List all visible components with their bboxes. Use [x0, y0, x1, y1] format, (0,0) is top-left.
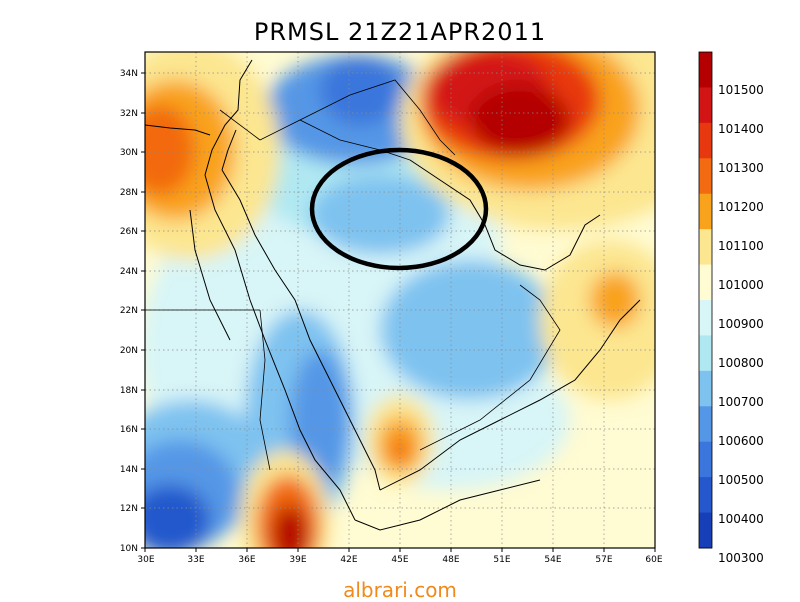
colorbar-swatch: [699, 477, 712, 514]
source-credit: albrari.com: [343, 578, 457, 602]
grid-lines: [145, 52, 655, 548]
lon-label: 39E: [289, 555, 306, 565]
lon-label: 48E: [442, 555, 459, 565]
colorbar-swatch: [699, 122, 712, 159]
coastlines: [145, 59, 641, 531]
lon-label: 57E: [595, 555, 612, 565]
lon-label: 42E: [340, 555, 357, 565]
lat-label: 12N: [120, 504, 138, 514]
lon-label: 54E: [544, 555, 561, 565]
colorbar-label: 101100: [718, 239, 764, 253]
map-title: PRMSL 21Z21APR2011: [253, 18, 547, 46]
longitude-labels: 30E 33E 36E 39E 42E 45E 48E 51E 54E 57E …: [137, 555, 662, 565]
lat-label: 30N: [120, 148, 138, 158]
latitude-labels: 34N 32N 30N 28N 26N 24N 22N 20N 18N 16N …: [120, 69, 138, 554]
colorbar-swatch: [699, 87, 712, 124]
highlight-ellipse: [309, 147, 489, 271]
lat-label: 16N: [120, 425, 138, 435]
colorbar-swatch: [699, 52, 712, 88]
colorbar-swatch: [699, 335, 712, 372]
lat-label: 24N: [120, 267, 138, 277]
colorbar-swatch: [699, 193, 712, 230]
colorbar-label: 101300: [718, 161, 764, 175]
lon-label: 33E: [187, 555, 204, 565]
lat-label: 10N: [120, 544, 138, 554]
lon-label: 30E: [137, 555, 154, 565]
colorbar-label: 100900: [718, 317, 764, 331]
colorbar-label: 101400: [718, 122, 764, 136]
colorbar-swatch: [699, 406, 712, 443]
colorbar-labels: 101500 101400 101300 101200 101100 10100…: [718, 83, 764, 565]
lon-label: 60E: [645, 555, 662, 565]
lat-label: 14N: [120, 465, 138, 475]
colorbar-label: 101500: [718, 83, 764, 97]
lon-label: 36E: [238, 555, 255, 565]
borders: [145, 79, 561, 471]
lat-label: 22N: [120, 306, 138, 316]
lat-label: 28N: [120, 188, 138, 198]
colorbar-label: 100700: [718, 395, 764, 409]
colorbar-swatch: [699, 264, 712, 301]
colorbar-swatch: [699, 300, 712, 336]
colorbar-frame: [698, 51, 713, 549]
lat-label: 26N: [120, 227, 138, 237]
colorbar: [698, 51, 713, 549]
colorbar-label: 100500: [718, 473, 764, 487]
lat-label: 20N: [120, 346, 138, 356]
colorbar-swatch: [699, 512, 712, 549]
colorbar-label: 101000: [718, 278, 764, 292]
lat-label: 18N: [120, 386, 138, 396]
colorbar-label: 100800: [718, 356, 764, 370]
colorbar-label: 100300: [718, 551, 764, 565]
lon-label: 45E: [391, 555, 408, 565]
colorbar-label: 101200: [718, 200, 764, 214]
pressure-field: [145, 52, 655, 548]
colorbar-label: 100400: [718, 512, 764, 526]
colorbar-swatch: [699, 158, 712, 195]
lat-label: 34N: [120, 69, 138, 79]
colorbar-swatch: [699, 370, 712, 407]
lat-label: 32N: [120, 109, 138, 119]
tick-marks: [141, 72, 656, 552]
colorbar-label: 100600: [718, 434, 764, 448]
colorbar-swatch: [699, 441, 712, 478]
colorbar-swatch: [699, 229, 712, 266]
lon-label: 51E: [493, 555, 510, 565]
